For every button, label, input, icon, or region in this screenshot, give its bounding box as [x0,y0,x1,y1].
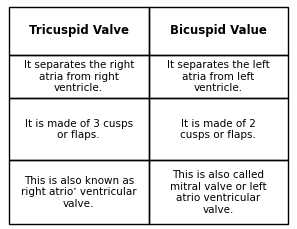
Bar [148,160,288,224]
Bar [148,160,288,224]
Bar [9,98,148,160]
Text: It separates the left
atria from left
ventricle.: It separates the left atria from left ve… [167,60,270,93]
Text: It is made of 2
cusps or flaps.: It is made of 2 cusps or flaps. [180,119,256,140]
Text: It separates the right
atria from right
ventricle.: It separates the right atria from right … [23,60,134,93]
Bar [9,7,148,55]
Bar [9,7,148,55]
Bar [148,98,288,160]
Bar [148,7,288,55]
Text: This is also called
mitral valve or left
atrio ventricular
valve.: This is also called mitral valve or left… [170,170,267,215]
Text: This is also known as
right atrioʼ ventricular
valve.: This is also known as right atrioʼ ventr… [21,176,137,209]
Bar [9,98,148,160]
Bar [148,7,288,55]
Bar [9,55,148,98]
Bar [148,55,288,98]
Bar [9,55,148,98]
Bar [148,55,288,98]
Text: Bicuspid Value: Bicuspid Value [170,25,267,37]
Bar [148,98,288,160]
Bar [9,160,148,224]
Bar [9,160,148,224]
Text: Tricuspid Valve: Tricuspid Valve [29,25,129,37]
Text: It is made of 3 cusps
or flaps.: It is made of 3 cusps or flaps. [25,119,133,140]
